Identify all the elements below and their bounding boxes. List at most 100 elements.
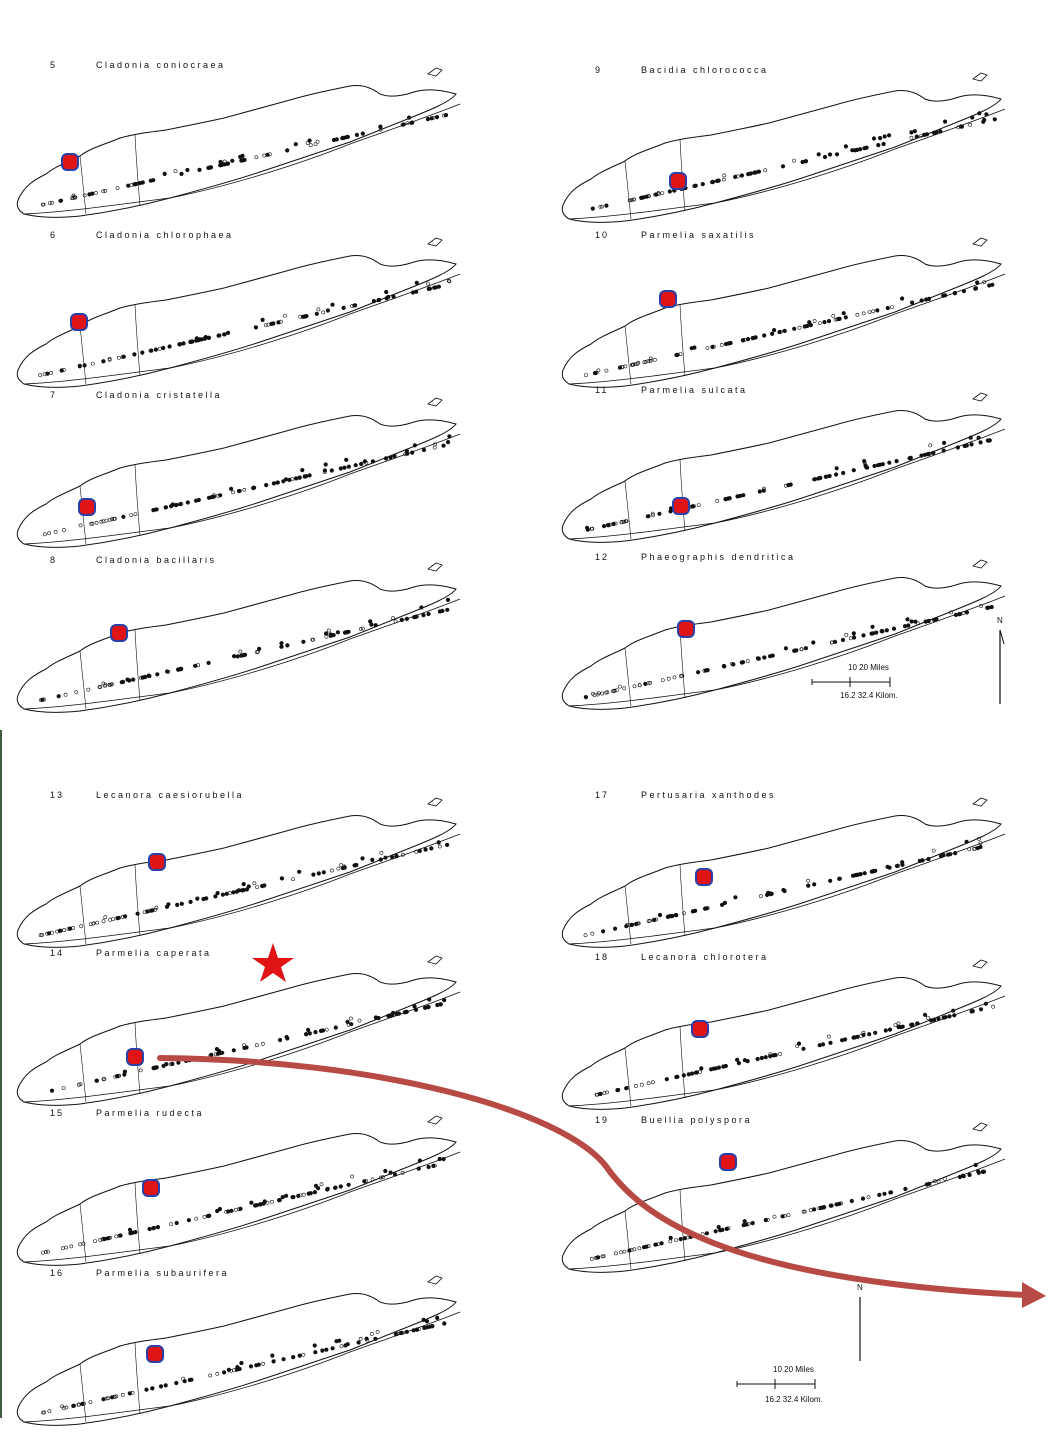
island-outline bbox=[561, 237, 1006, 388]
site-marker bbox=[126, 1048, 144, 1066]
presence-dot bbox=[127, 1227, 133, 1232]
south-shore bbox=[23, 598, 461, 710]
presence-dot bbox=[960, 1173, 965, 1178]
presence-dot bbox=[964, 610, 970, 615]
presence-dot bbox=[135, 911, 140, 916]
presence-dot bbox=[442, 998, 447, 1003]
absence-dot bbox=[311, 637, 316, 642]
presence-dot bbox=[834, 472, 839, 477]
coastline bbox=[561, 815, 1002, 948]
offshore-island bbox=[427, 67, 443, 77]
presence-dot bbox=[668, 1235, 673, 1240]
absence-dot bbox=[107, 357, 112, 362]
map-panel-12: 12 Phaeographis dendritica bbox=[555, 552, 1025, 722]
presence-dot bbox=[817, 1043, 822, 1048]
absence-dot bbox=[400, 1170, 405, 1175]
island-outline bbox=[16, 1115, 461, 1266]
presence-dot bbox=[244, 1045, 249, 1050]
map-title: 19 Buellia polyspora bbox=[595, 1115, 753, 1125]
presence-dot bbox=[345, 134, 350, 140]
presence-dot bbox=[624, 924, 629, 929]
presence-dot bbox=[297, 869, 302, 874]
offshore-island bbox=[427, 797, 443, 807]
presence-dot bbox=[276, 320, 281, 325]
county-boundary bbox=[624, 647, 632, 707]
absence-dot bbox=[213, 1052, 218, 1057]
absence-dot bbox=[691, 909, 696, 914]
absence-dot bbox=[339, 1344, 344, 1349]
presence-dot bbox=[733, 174, 738, 179]
absence-dot bbox=[613, 521, 618, 526]
presence-dot bbox=[344, 629, 350, 635]
absence-dot bbox=[844, 632, 849, 637]
absence-dot bbox=[114, 1234, 119, 1239]
presence-dot bbox=[314, 311, 319, 316]
presence-dot bbox=[240, 888, 245, 893]
scale-bar-bottom: 10 20 Miles 16.2 32.4 Kilom. bbox=[735, 1365, 935, 1415]
presence-dot bbox=[329, 468, 334, 473]
presence-dot bbox=[90, 191, 95, 196]
presence-dot bbox=[206, 495, 212, 500]
coastline bbox=[561, 1140, 1002, 1273]
absence-dot bbox=[778, 329, 783, 334]
absence-dot bbox=[608, 522, 613, 527]
absence-dot bbox=[646, 1081, 651, 1086]
presence-dot bbox=[147, 1226, 152, 1232]
map-panel-15: 15 Parmelia rudecta bbox=[10, 1108, 480, 1278]
coastline bbox=[561, 577, 1002, 710]
presence-dot bbox=[938, 129, 943, 134]
presence-dot bbox=[242, 652, 248, 657]
absence-dot bbox=[60, 1404, 65, 1409]
presence-dot bbox=[934, 617, 939, 622]
absence-dot bbox=[88, 1400, 93, 1405]
south-shore bbox=[23, 433, 461, 545]
coastline bbox=[16, 415, 457, 548]
presence-dot bbox=[334, 1339, 339, 1344]
presence-dot bbox=[664, 1077, 669, 1082]
absence-dot bbox=[261, 1361, 266, 1366]
presence-dot bbox=[861, 1032, 866, 1038]
absence-dot bbox=[621, 519, 626, 524]
presence-dot bbox=[217, 1206, 222, 1212]
absence-dot bbox=[301, 1192, 306, 1197]
presence-dot bbox=[919, 453, 924, 458]
scale-kilometers: 16.2 32.4 Kilom. bbox=[765, 1395, 823, 1404]
presence-dot bbox=[185, 500, 190, 505]
presence-dot bbox=[383, 1168, 388, 1174]
north-label: N bbox=[857, 1283, 863, 1292]
absence-dot bbox=[331, 633, 336, 637]
absence-dot bbox=[909, 135, 914, 140]
presence-dot bbox=[220, 892, 225, 897]
presence-dot bbox=[179, 901, 184, 906]
absence-dot bbox=[66, 927, 71, 931]
absence-dot bbox=[651, 513, 655, 518]
absence-dot bbox=[889, 1190, 894, 1195]
presence-dot bbox=[829, 1203, 834, 1208]
presence-dot bbox=[416, 1166, 421, 1171]
presence-dot bbox=[959, 124, 965, 129]
presence-dot bbox=[155, 672, 160, 677]
presence-dot bbox=[435, 1315, 440, 1321]
presence-dot bbox=[853, 873, 858, 878]
absence-dot bbox=[647, 919, 652, 923]
presence-dot bbox=[49, 1088, 55, 1093]
absence-dot bbox=[370, 1177, 375, 1182]
absence-dot bbox=[592, 371, 597, 376]
presence-dot bbox=[163, 505, 168, 510]
presence-dot bbox=[384, 289, 389, 295]
map-title: 9 Bacidia chlorococca bbox=[595, 65, 769, 75]
presence-dot bbox=[417, 1158, 423, 1163]
map-panel-7: 7 Cladonia cristatella bbox=[10, 390, 480, 560]
absence-dot bbox=[961, 611, 966, 616]
presence-dot bbox=[841, 470, 846, 476]
presence-dot bbox=[131, 677, 136, 682]
presence-dot bbox=[759, 1055, 764, 1061]
presence-dot bbox=[862, 871, 867, 876]
presence-dot bbox=[957, 611, 962, 617]
presence-dot bbox=[882, 134, 887, 139]
absence-dot bbox=[653, 192, 658, 197]
presence-dot bbox=[396, 1011, 402, 1016]
presence-dot bbox=[300, 467, 305, 473]
south-shore bbox=[23, 833, 461, 945]
site-marker bbox=[677, 620, 695, 638]
